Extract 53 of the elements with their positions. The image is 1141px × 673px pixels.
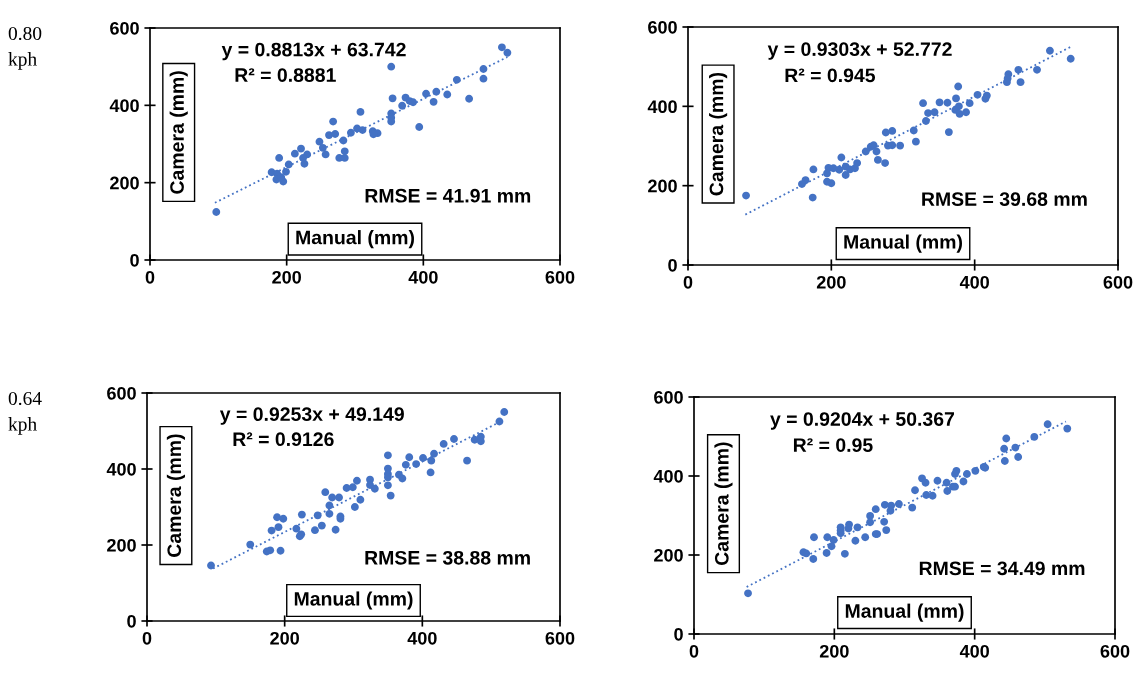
y-tick-label: 600	[654, 390, 683, 404]
x-tick-label: 200	[272, 270, 301, 284]
y-axis-title: Camera (mm)	[169, 71, 188, 194]
annotation: R² = 0.945	[785, 68, 876, 83]
x-tick-label: 200	[270, 631, 299, 645]
y-tick-label: 400	[653, 469, 683, 483]
annotation: y = 0.9253x + 49.149	[219, 407, 404, 425]
y-tick-label: 0	[668, 258, 677, 272]
annotation: RMSE = 34.49 mm	[919, 561, 1085, 576]
y-tick-label: 200	[110, 176, 139, 190]
text: 0.80 kph	[8, 26, 42, 70]
x-tick-label: 600	[1103, 275, 1133, 289]
annotation: RMSE = 38.88 mm	[365, 550, 530, 565]
x-tick-label: 0	[142, 631, 152, 645]
annotation: y = 0.9303x + 52.772	[767, 42, 952, 60]
annotation: RMSE = 39.68 mm	[922, 192, 1087, 206]
x-axis-title: Manual (mm)	[294, 591, 413, 610]
x-tick-label: 600	[1100, 644, 1130, 658]
x-tick-label: 400	[408, 270, 438, 284]
annotation: y = 0.8813x + 63.742	[221, 42, 406, 61]
x-tick-label: 200	[819, 644, 849, 658]
x-tick-label: 200	[816, 275, 846, 289]
y-tick-label: 400	[106, 462, 136, 476]
y-tick-label: 600	[648, 20, 677, 34]
y-tick-label: 600	[110, 21, 139, 35]
annotation: RMSE = 41.91 mm	[365, 188, 531, 203]
y-tick-label: 200	[648, 179, 677, 193]
x-tick-label: 0	[683, 275, 693, 289]
x-tick-label: 600	[545, 270, 575, 284]
x-tick-label: 600	[545, 631, 575, 645]
y-axis-title: Camera (mm)	[714, 442, 733, 565]
x-tick-label: 400	[407, 631, 437, 645]
x-tick-label: 0	[145, 270, 155, 284]
annotation: y = 0.9204x + 50.367	[770, 412, 954, 430]
y-tick-label: 400	[109, 99, 139, 113]
y-axis-title: Camera (mm)	[709, 72, 728, 196]
x-axis-title: Manual (mm)	[844, 234, 962, 253]
y-tick-label: 400	[647, 100, 677, 114]
y-tick-label: 200	[107, 538, 136, 552]
y-tick-label: 0	[127, 614, 136, 628]
x-tick-label: 400	[959, 644, 989, 658]
text: 0.64 kph	[8, 391, 42, 435]
y-tick-label: 0	[130, 253, 139, 267]
annotation: R² = 0.8881	[235, 68, 336, 82]
y-tick-label: 600	[107, 386, 136, 400]
x-tick-label: 0	[689, 644, 699, 658]
x-tick-label: 400	[959, 275, 989, 289]
y-tick-label: 200	[654, 548, 683, 562]
annotation: R² = 0.9126	[233, 432, 334, 447]
y-axis-title: Camera (mm)	[166, 434, 185, 557]
x-axis-title: Manual (mm)	[296, 230, 414, 249]
annotation: R² = 0.95	[793, 438, 873, 452]
x-axis-title: Manual (mm)	[845, 603, 964, 622]
